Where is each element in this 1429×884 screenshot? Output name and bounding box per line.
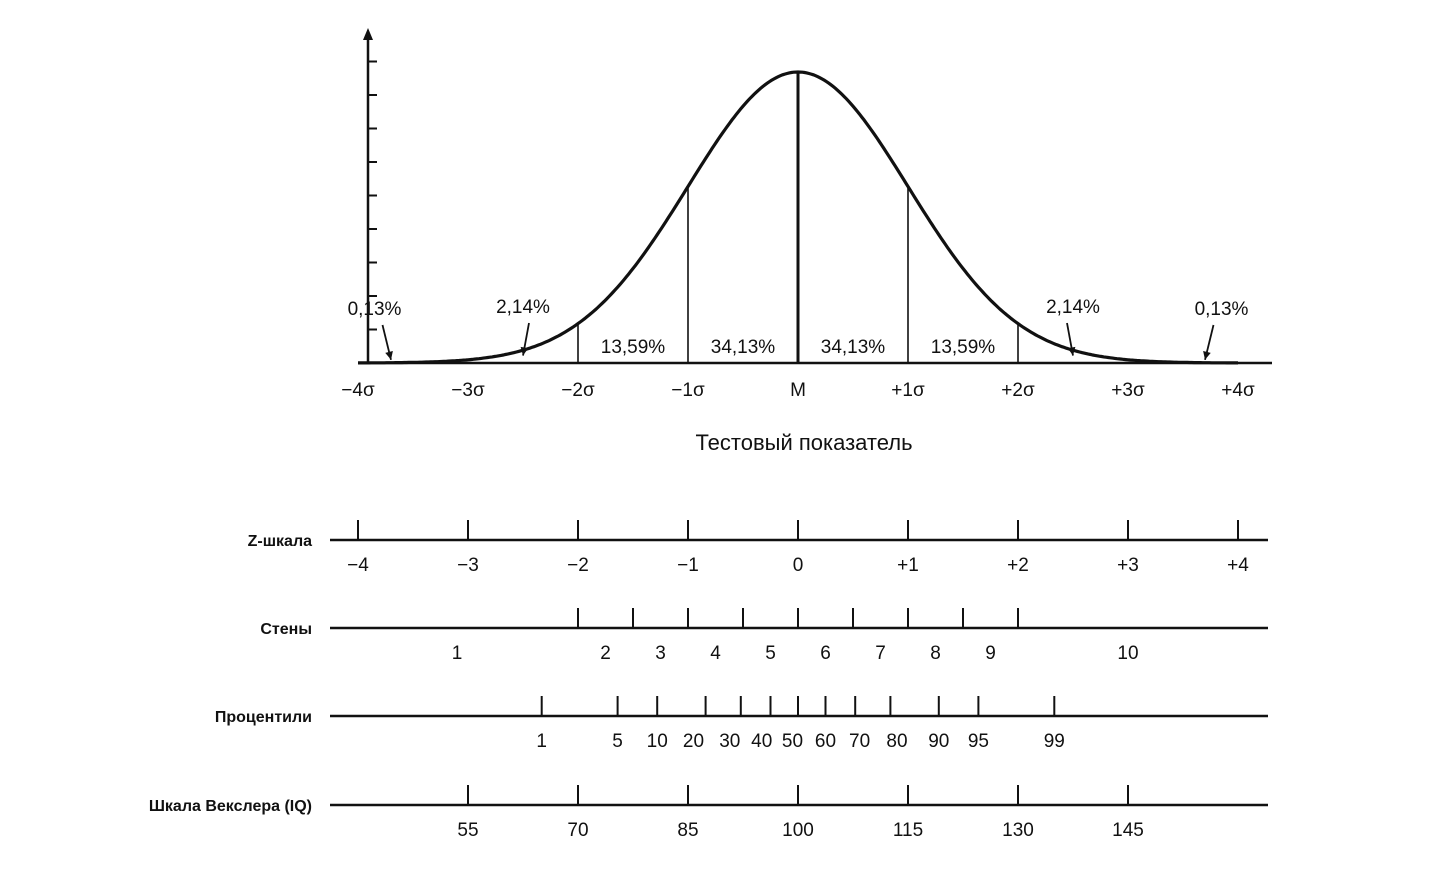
scale-label: 40 — [751, 731, 772, 752]
curve-plot-area: −4σ −3σ −2σ −1σ M +1σ +2σ +3σ +4σ 0,13% 2,14% 13,59… — [341, 28, 1272, 401]
scale-label: 1 — [536, 731, 547, 752]
segment-percent-label: 2,14% — [496, 297, 550, 318]
percent-arrowhead — [1203, 350, 1211, 360]
scale-label: 6 — [820, 643, 831, 664]
sigma-tick-label: +4σ — [1221, 380, 1255, 401]
scale-label: 2 — [600, 643, 611, 664]
scale-name: Z-шкала — [248, 533, 313, 550]
scale-label: 85 — [677, 820, 698, 841]
scale-label: 130 — [1002, 820, 1034, 841]
scale-name: Процентили — [215, 709, 312, 726]
scale-name: Стены — [260, 621, 312, 638]
x-axis-title: Тестовый показатель — [695, 430, 912, 455]
scale-label: +2 — [1007, 555, 1029, 576]
sigma-tick-label: −4σ — [341, 380, 375, 401]
scale-row: Шкала Векслера (IQ) 55 70 85 100 115 130 145 — [149, 785, 1268, 841]
scale-label: −2 — [567, 555, 589, 576]
sigma-tick-label: −3σ — [451, 380, 485, 401]
segment-percent-label: 34,13% — [711, 337, 776, 358]
scale-row: Процентили 1 5 10 20 30 40 50 60 70 80 90 95 99 — [215, 696, 1268, 752]
sigma-tick-label: −1σ — [671, 380, 705, 401]
scale-label: 90 — [928, 731, 949, 752]
segment-percent-label: 34,13% — [821, 337, 886, 358]
scale-label: 10 — [647, 731, 668, 752]
scale-label: 30 — [719, 731, 740, 752]
segment-percent-label: 0,13% — [1195, 299, 1249, 320]
segment-percent-label: 13,59% — [601, 337, 666, 358]
scale-label: +3 — [1117, 555, 1139, 576]
scale-label: −4 — [347, 555, 369, 576]
scale-label: −3 — [457, 555, 479, 576]
sigma-tick-label: +3σ — [1111, 380, 1145, 401]
sigma-tick-label: +1σ — [891, 380, 925, 401]
sigma-tick-label: −2σ — [561, 380, 595, 401]
scale-label: 145 — [1112, 820, 1144, 841]
scale-label: 7 — [875, 643, 886, 664]
y-axis-arrow — [363, 28, 373, 40]
segment-percent-label: 0,13% — [348, 299, 402, 320]
segment-percent-label: 13,59% — [931, 337, 996, 358]
scale-label: 80 — [886, 731, 907, 752]
scale-label: 1 — [452, 643, 463, 664]
percent-arrowhead — [1067, 346, 1076, 356]
scale-label: 5 — [765, 643, 776, 664]
sigma-tick-label: M — [790, 380, 806, 401]
scale-name: Шкала Векслера (IQ) — [149, 798, 312, 815]
score-scales: Z-шкала −4 −3 −2 −1 0 +1 +2 +3 +4 Стены 1 2 3 4 5 6 7 8 9 10… — [149, 520, 1268, 841]
scale-row: Стены 1 2 3 4 5 6 7 8 9 10 — [260, 608, 1268, 664]
scale-label: 9 — [985, 643, 996, 664]
scale-label: 100 — [782, 820, 814, 841]
scale-label: 99 — [1044, 731, 1065, 752]
scale-label: 70 — [849, 731, 870, 752]
scale-label: 5 — [612, 731, 623, 752]
scale-label: 55 — [457, 820, 478, 841]
scale-label: 4 — [710, 643, 721, 664]
scale-label: 50 — [782, 731, 803, 752]
scale-row: Z-шкала −4 −3 −2 −1 0 +1 +2 +3 +4 — [248, 520, 1268, 576]
scale-label: 115 — [893, 820, 923, 841]
scale-label: 3 — [655, 643, 666, 664]
percent-arrowhead — [520, 346, 529, 356]
scale-label: 60 — [815, 731, 836, 752]
scale-label: 95 — [968, 731, 989, 752]
scale-label: 70 — [567, 820, 588, 841]
scale-label: +1 — [897, 555, 919, 576]
scale-label: 8 — [930, 643, 941, 664]
scale-label: 20 — [683, 731, 704, 752]
sigma-tick-label: +2σ — [1001, 380, 1035, 401]
scale-label: +4 — [1227, 555, 1249, 576]
scale-label: 0 — [793, 555, 804, 576]
segment-percent-label: 2,14% — [1046, 297, 1100, 318]
scale-label: −1 — [677, 555, 699, 576]
scale-label: 10 — [1117, 643, 1138, 664]
percent-arrowhead — [385, 350, 393, 360]
